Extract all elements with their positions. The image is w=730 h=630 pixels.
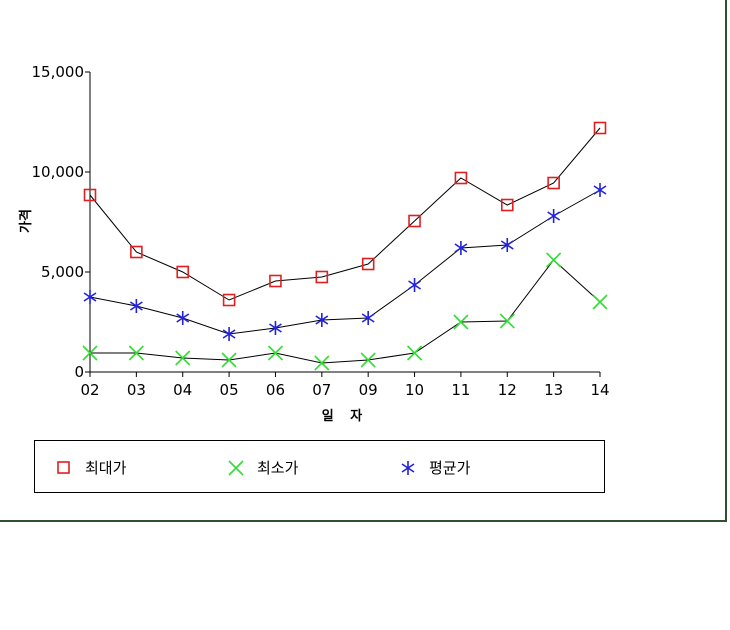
x-tick-label: 13	[544, 381, 563, 399]
data-point	[130, 245, 143, 259]
legend-label-max: 최대가	[85, 459, 127, 477]
x-tick-label: 07	[312, 381, 331, 399]
series-0	[83, 121, 607, 307]
square-marker-icon	[55, 459, 73, 477]
data-point	[547, 176, 560, 190]
x-tick-label: 14	[590, 381, 609, 399]
x-tick-label: 02	[80, 381, 99, 399]
data-point	[128, 345, 144, 361]
legend-label-min: 최소가	[257, 459, 299, 477]
x-tick-label: 09	[359, 381, 378, 399]
x-tick-label: 06	[266, 381, 285, 399]
data-point	[176, 311, 190, 325]
asterisk-marker-icon	[399, 459, 417, 477]
data-point	[314, 355, 330, 371]
data-point	[453, 314, 469, 330]
y-tick-label: 15,000	[32, 63, 85, 81]
x-marker-icon	[227, 459, 245, 477]
data-point	[82, 345, 98, 361]
x-tick-label: 03	[127, 381, 146, 399]
y-tick-label: 5,000	[41, 263, 84, 281]
line-chart: 0 5,000 10,000 15,000 02 03 04 05 06 07 09 10 11 12 13…	[19, 63, 610, 424]
data-point	[547, 209, 561, 223]
series-layer	[82, 121, 608, 371]
series-2	[83, 183, 607, 341]
data-point	[83, 290, 97, 304]
legend-item-avg: 평균가	[399, 441, 470, 494]
data-point	[269, 274, 282, 288]
x-tick-label: 10	[405, 381, 424, 399]
data-point	[454, 241, 468, 255]
data-point	[361, 311, 375, 325]
series-line	[90, 259, 601, 364]
x-tick-label: 04	[173, 381, 192, 399]
data-point	[176, 265, 190, 279]
legend-label-avg: 평균가	[429, 459, 471, 477]
series-line	[89, 189, 601, 335]
data-point	[406, 345, 423, 361]
data-point	[175, 350, 191, 366]
series-1	[82, 252, 608, 371]
data-point	[593, 121, 607, 135]
data-point	[221, 352, 237, 368]
x-tick-label: 12	[498, 381, 517, 399]
x-tick-label: 11	[451, 381, 470, 399]
data-point	[315, 313, 329, 327]
chart-frame	[0, 0, 727, 522]
y-axis-title: 가격	[19, 209, 34, 233]
data-point	[267, 345, 284, 361]
data-point	[499, 313, 515, 329]
data-point	[500, 238, 514, 252]
series-line	[89, 127, 601, 301]
data-point	[129, 299, 143, 313]
data-point	[360, 352, 376, 368]
data-point	[83, 188, 97, 202]
data-point	[592, 294, 608, 310]
data-point	[408, 278, 421, 292]
legend: 최대가 최소가 평균가	[34, 440, 605, 493]
legend-item-min: 최소가	[227, 441, 298, 494]
data-point	[408, 214, 421, 228]
data-point	[500, 198, 514, 212]
data-point	[269, 321, 282, 335]
y-tick-label: 0	[74, 363, 84, 381]
legend-item-max: 최대가	[55, 441, 126, 494]
data-point	[454, 171, 468, 185]
data-point	[222, 293, 236, 307]
x-tick-label: 05	[220, 381, 239, 399]
x-axis-title: 일 자	[322, 409, 368, 424]
data-point	[593, 183, 607, 197]
axes: 0 5,000 10,000 15,000 02 03 04 05 06 07 09 10 11 12 13…	[32, 63, 610, 399]
data-point	[546, 252, 562, 268]
data-point	[315, 270, 329, 284]
y-tick-label: 10,000	[32, 163, 85, 181]
data-point	[222, 327, 236, 341]
data-point	[361, 257, 375, 271]
